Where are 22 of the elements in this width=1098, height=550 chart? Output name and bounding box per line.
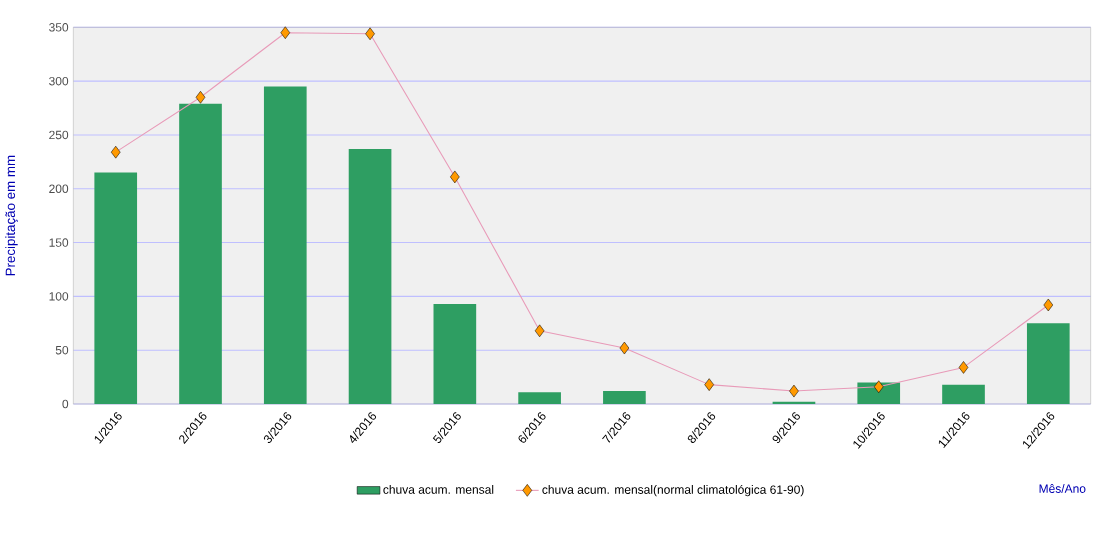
bar xyxy=(603,391,646,404)
y-tick-label: 50 xyxy=(55,345,69,355)
y-tick-label: 350 xyxy=(49,23,69,32)
bar xyxy=(1026,323,1070,404)
y-tick-label: 200 xyxy=(49,184,69,194)
y-axis-title: Precipitação em mm xyxy=(5,155,18,276)
y-tick-label: 250 xyxy=(49,130,69,140)
bar xyxy=(518,392,561,404)
legend-label: chuva acum. mensal xyxy=(383,485,494,494)
legend-label: chuva acum. mensal(normal climatológica 61-90) xyxy=(542,484,804,497)
bar xyxy=(942,384,985,404)
y-tick-label: 150 xyxy=(49,238,69,247)
bar xyxy=(94,172,138,404)
y-tick-label: 0 xyxy=(62,399,69,409)
y-tick-label: 300 xyxy=(49,76,69,86)
bar xyxy=(348,148,392,404)
x-axis-title: Mês/Ano xyxy=(1039,484,1086,493)
bar xyxy=(772,401,816,404)
bar xyxy=(433,303,477,404)
bar xyxy=(263,86,307,404)
y-tick-label: 100 xyxy=(49,292,69,301)
bar xyxy=(179,103,222,404)
